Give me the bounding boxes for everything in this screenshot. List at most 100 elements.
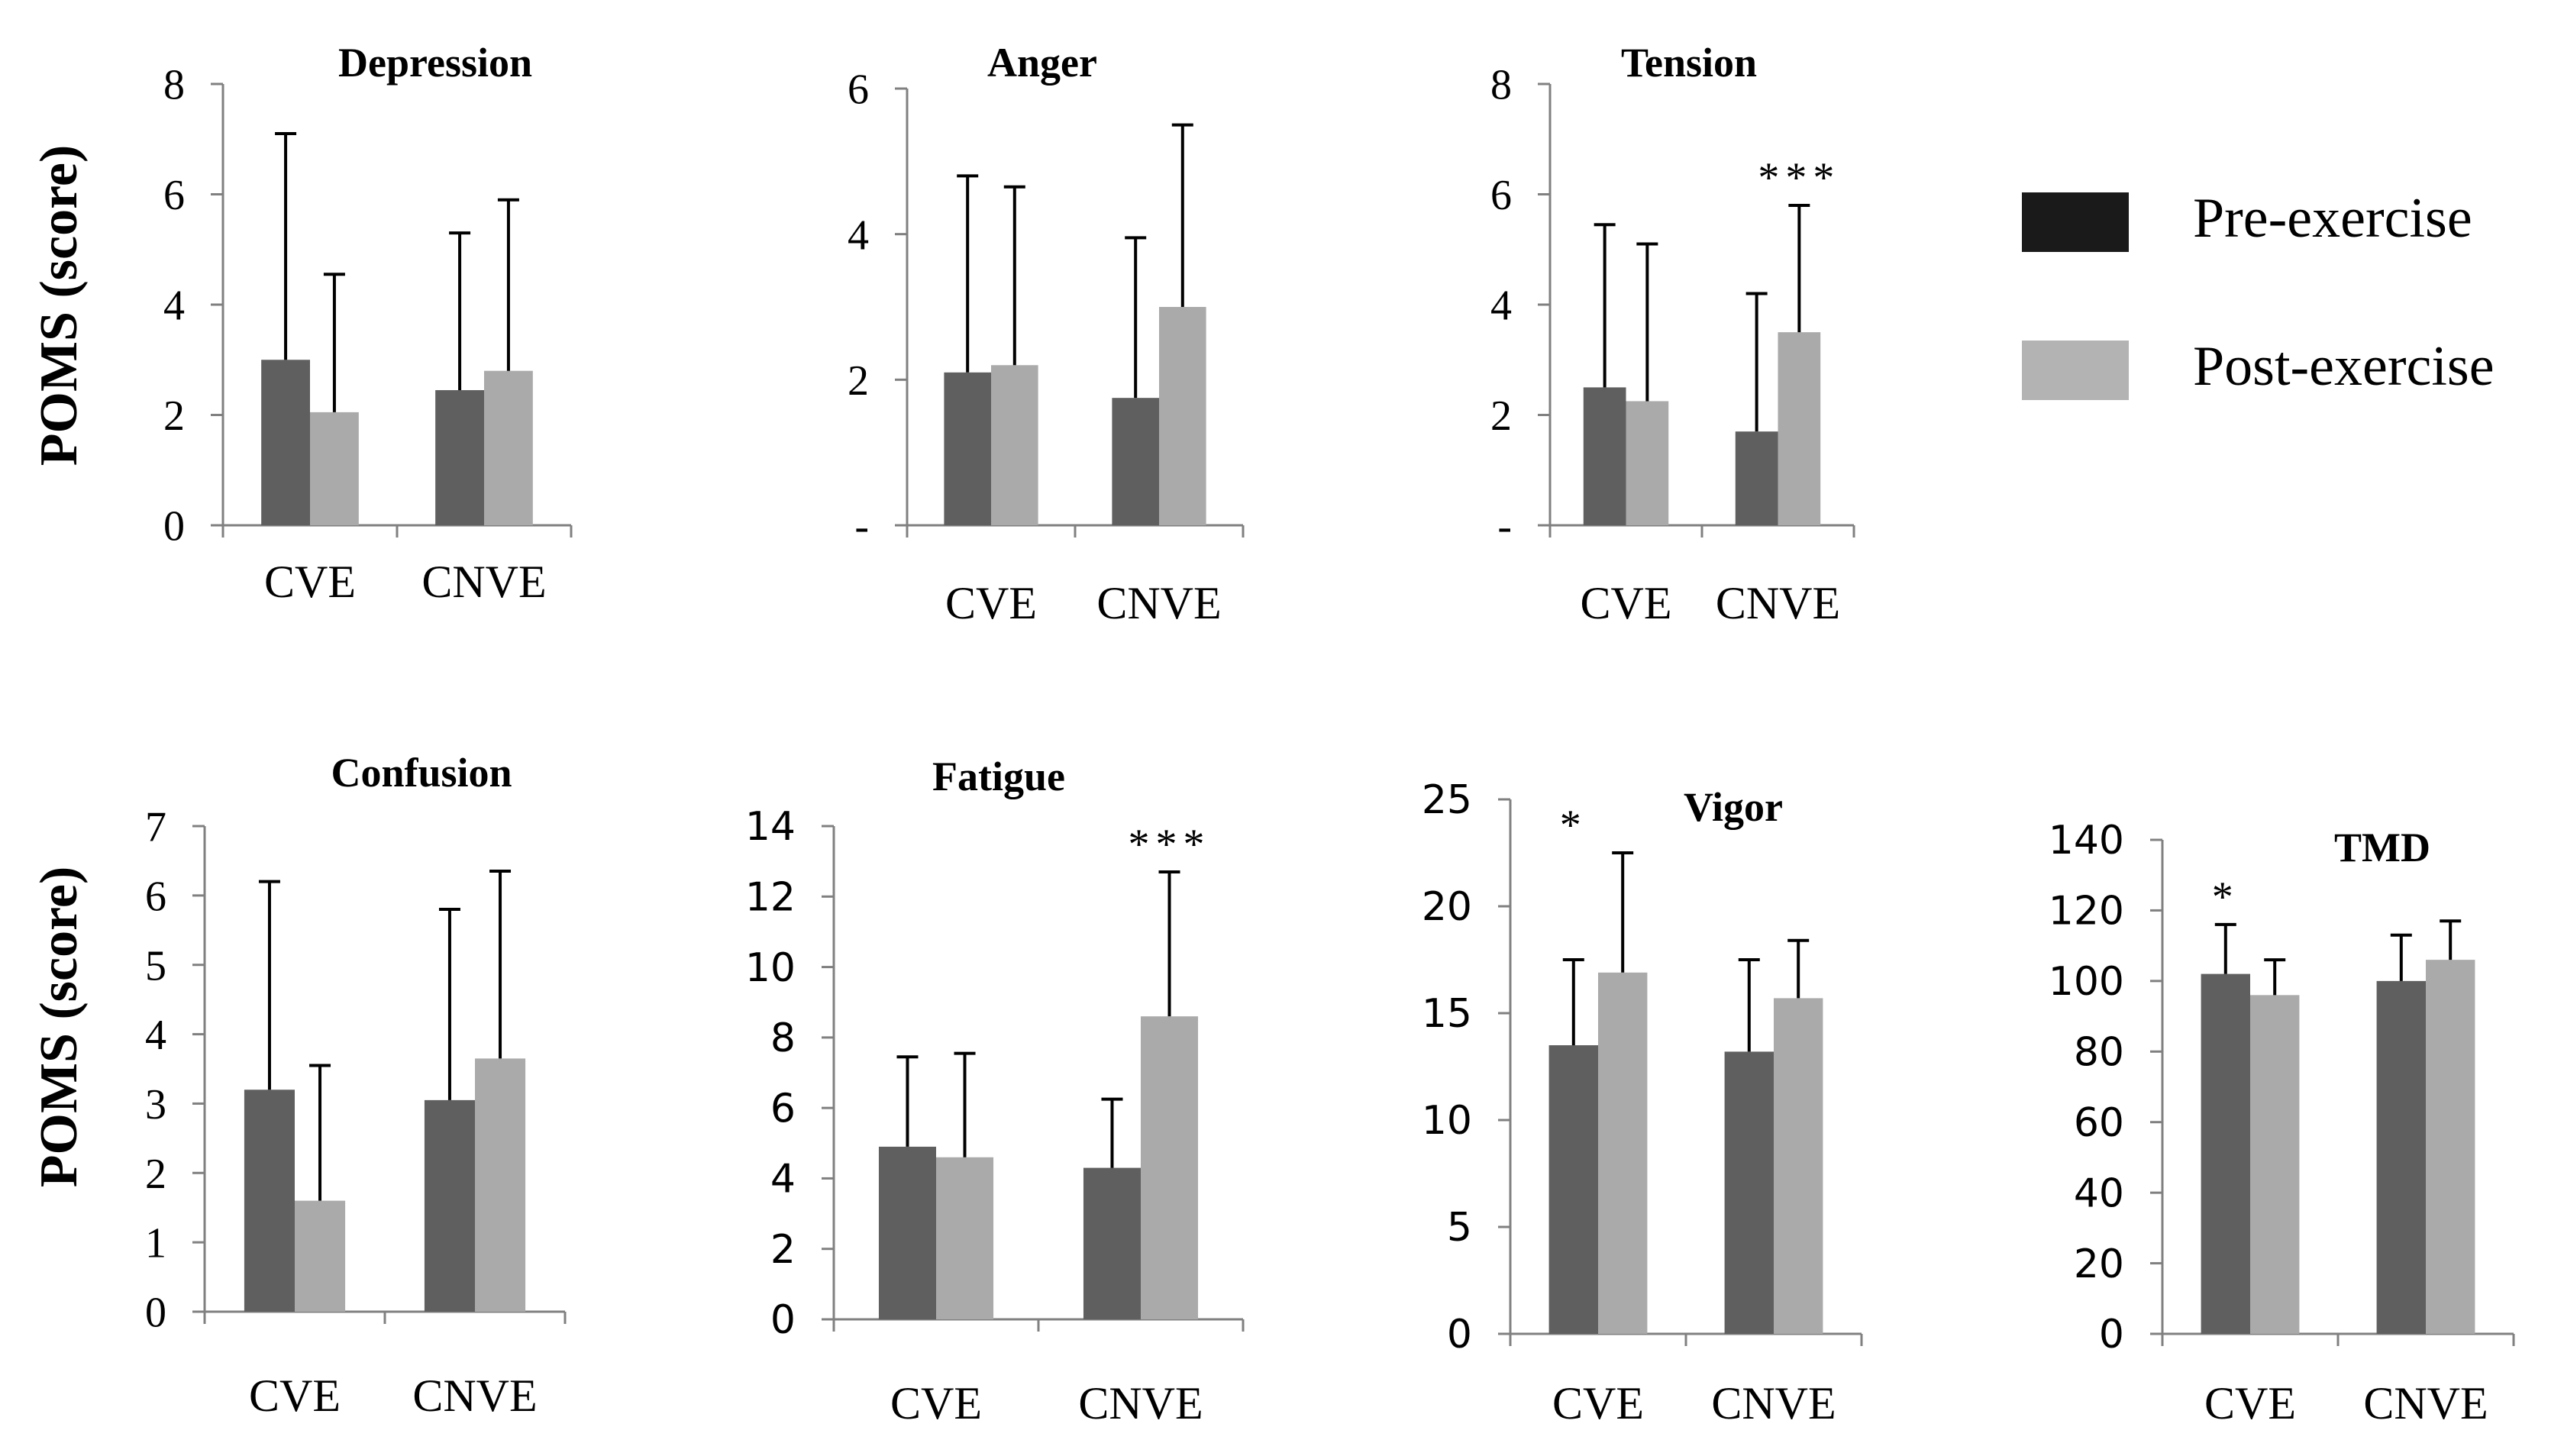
bar-post-cve — [991, 365, 1038, 525]
bar-pre-cve — [1548, 1045, 1598, 1334]
y-axis-label-top: POMS (score) — [30, 145, 89, 467]
bar-pre-cnve — [1083, 1167, 1141, 1319]
y-tick-label: 10 — [1422, 1098, 1472, 1144]
bar-post-cnve — [2426, 960, 2475, 1334]
y-tick-label: 140 — [2049, 818, 2124, 864]
y-tick-label: 2 — [145, 1151, 166, 1198]
chart-title: Depression — [338, 40, 532, 86]
chart-title: Vigor — [1684, 784, 1783, 830]
chart-depression: 0 2 4 6 8 CVE CNVE Depression — [163, 40, 573, 607]
x-category-label: CNVE — [2363, 1378, 2488, 1429]
bar-post-cnve — [1778, 332, 1821, 525]
y-tick-label: 40 — [2074, 1170, 2124, 1216]
chart-vigor: 0 5 10 15 20 25 CVE CNVE * Vigor — [1422, 777, 1863, 1429]
chart-title: TMD — [2334, 825, 2430, 870]
y-tick-label: 12 — [745, 874, 796, 920]
bar-post-cve — [310, 412, 359, 525]
y-tick-label: 8 — [1490, 62, 1512, 109]
y-tick-label: 4 — [145, 1012, 166, 1059]
y-tick-label: 10 — [745, 945, 796, 991]
bar-pre-cnve — [435, 389, 484, 525]
bar-pre-cve — [944, 372, 991, 525]
y-tick-label: 4 — [1490, 282, 1512, 330]
y-tick-label: 5 — [1447, 1205, 1472, 1251]
y-tick-label: 4 — [848, 211, 869, 259]
chart-anger: - 2 4 6 CVE CNVE Anger — [848, 40, 1245, 628]
x-category-label: CVE — [945, 578, 1037, 628]
y-tick-label: 2 — [848, 357, 869, 405]
y-tick-label: 2 — [163, 392, 185, 440]
y-tick-label: 0 — [145, 1290, 166, 1337]
legend-label-post: Post-exercise — [2193, 335, 2495, 398]
y-tick-label: 0 — [163, 503, 185, 550]
y-tick-label: 6 — [848, 66, 869, 114]
bar-post-cnve — [1141, 1016, 1199, 1319]
y-tick-label: 20 — [1422, 884, 1472, 930]
legend-swatch-pre — [2022, 192, 2129, 252]
legend-label-pre: Pre-exercise — [2193, 187, 2472, 250]
bar-post-cnve — [475, 1058, 526, 1312]
bar-post-cve — [936, 1157, 994, 1319]
y-tick-label: 100 — [2049, 959, 2124, 1005]
y-tick-label: 6 — [1490, 172, 1512, 219]
y-tick-label: 4 — [163, 282, 185, 330]
y-tick-label: 4 — [770, 1157, 796, 1203]
bar-post-cnve — [484, 370, 533, 525]
y-tick-label: 0 — [2099, 1312, 2124, 1358]
bar-pre-cve — [2201, 973, 2250, 1334]
bar-pre-cnve — [1112, 398, 1159, 525]
x-category-label: CVE — [1581, 578, 1672, 628]
chart-panels: 0 2 4 6 8 CVE CNVE Depression - 2 4 6 CVE CNVE Anger - 2… — [145, 40, 2515, 1429]
y-tick-label: 80 — [2074, 1029, 2124, 1075]
chart-title: Confusion — [331, 750, 512, 796]
x-category-label: CNVE — [1711, 1378, 1836, 1429]
bar-pre-cnve — [2376, 980, 2426, 1334]
x-category-label: CVE — [2204, 1378, 2296, 1429]
y-axis-label-bottom: POMS (score) — [30, 867, 89, 1188]
chart-tension: - 2 4 6 8 CVE CNVE *** Tension — [1490, 40, 1855, 628]
bar-post-cve — [1598, 972, 1648, 1334]
x-category-label: CNVE — [1078, 1378, 1203, 1429]
y-tick-label: 25 — [1422, 777, 1472, 823]
y-tick-label: - — [854, 503, 869, 550]
x-category-label: CVE — [249, 1370, 341, 1421]
y-tick-label: 20 — [2074, 1241, 2124, 1287]
y-tick-label: 2 — [1490, 392, 1512, 440]
y-tick-label: 0 — [770, 1297, 796, 1343]
y-tick-label: 0 — [1447, 1312, 1472, 1358]
bar-pre-cve — [878, 1146, 936, 1319]
significance-marker: * — [1560, 802, 1587, 849]
chart-fatigue: 0 2 4 6 8 10 12 14 CVE CNVE *** Fatigue — [745, 754, 1245, 1429]
y-tick-label: 15 — [1422, 991, 1472, 1037]
y-tick-label: 60 — [2074, 1100, 2124, 1146]
bar-pre-cnve — [424, 1099, 475, 1312]
chart-tmd: 0 20 40 60 80 100 120 140 CVE CNVE * TMD — [2049, 818, 2515, 1429]
x-category-label: CNVE — [421, 557, 546, 607]
y-tick-label: 8 — [770, 1015, 796, 1061]
x-category-label: CVE — [264, 557, 356, 607]
chart-title: Anger — [987, 40, 1097, 86]
chart-confusion: 0 1 2 3 4 5 6 7 CVE CNVE Confusion — [145, 750, 567, 1421]
significance-marker: * — [2212, 873, 2239, 921]
bar-pre-cve — [1583, 387, 1626, 525]
y-tick-label: 14 — [745, 804, 796, 850]
x-category-label: CNVE — [1716, 578, 1840, 628]
y-tick-label: 8 — [163, 62, 185, 109]
chart-title: Fatigue — [932, 754, 1065, 799]
y-tick-label: 5 — [145, 942, 166, 989]
x-category-label: CNVE — [1096, 578, 1221, 628]
y-tick-label: 6 — [163, 172, 185, 219]
bar-post-cve — [295, 1200, 346, 1312]
bar-post-cnve — [1774, 998, 1823, 1334]
x-category-label: CVE — [890, 1378, 982, 1429]
bar-pre-cve — [244, 1090, 295, 1312]
y-tick-label: 7 — [145, 804, 166, 851]
bar-post-cve — [1626, 401, 1669, 525]
bar-pre-cnve — [1735, 431, 1778, 525]
y-tick-label: 2 — [770, 1227, 796, 1273]
y-tick-label: - — [1497, 503, 1512, 550]
significance-marker: *** — [1758, 154, 1840, 202]
chart-title: Tension — [1621, 40, 1757, 86]
x-category-label: CVE — [1552, 1378, 1644, 1429]
